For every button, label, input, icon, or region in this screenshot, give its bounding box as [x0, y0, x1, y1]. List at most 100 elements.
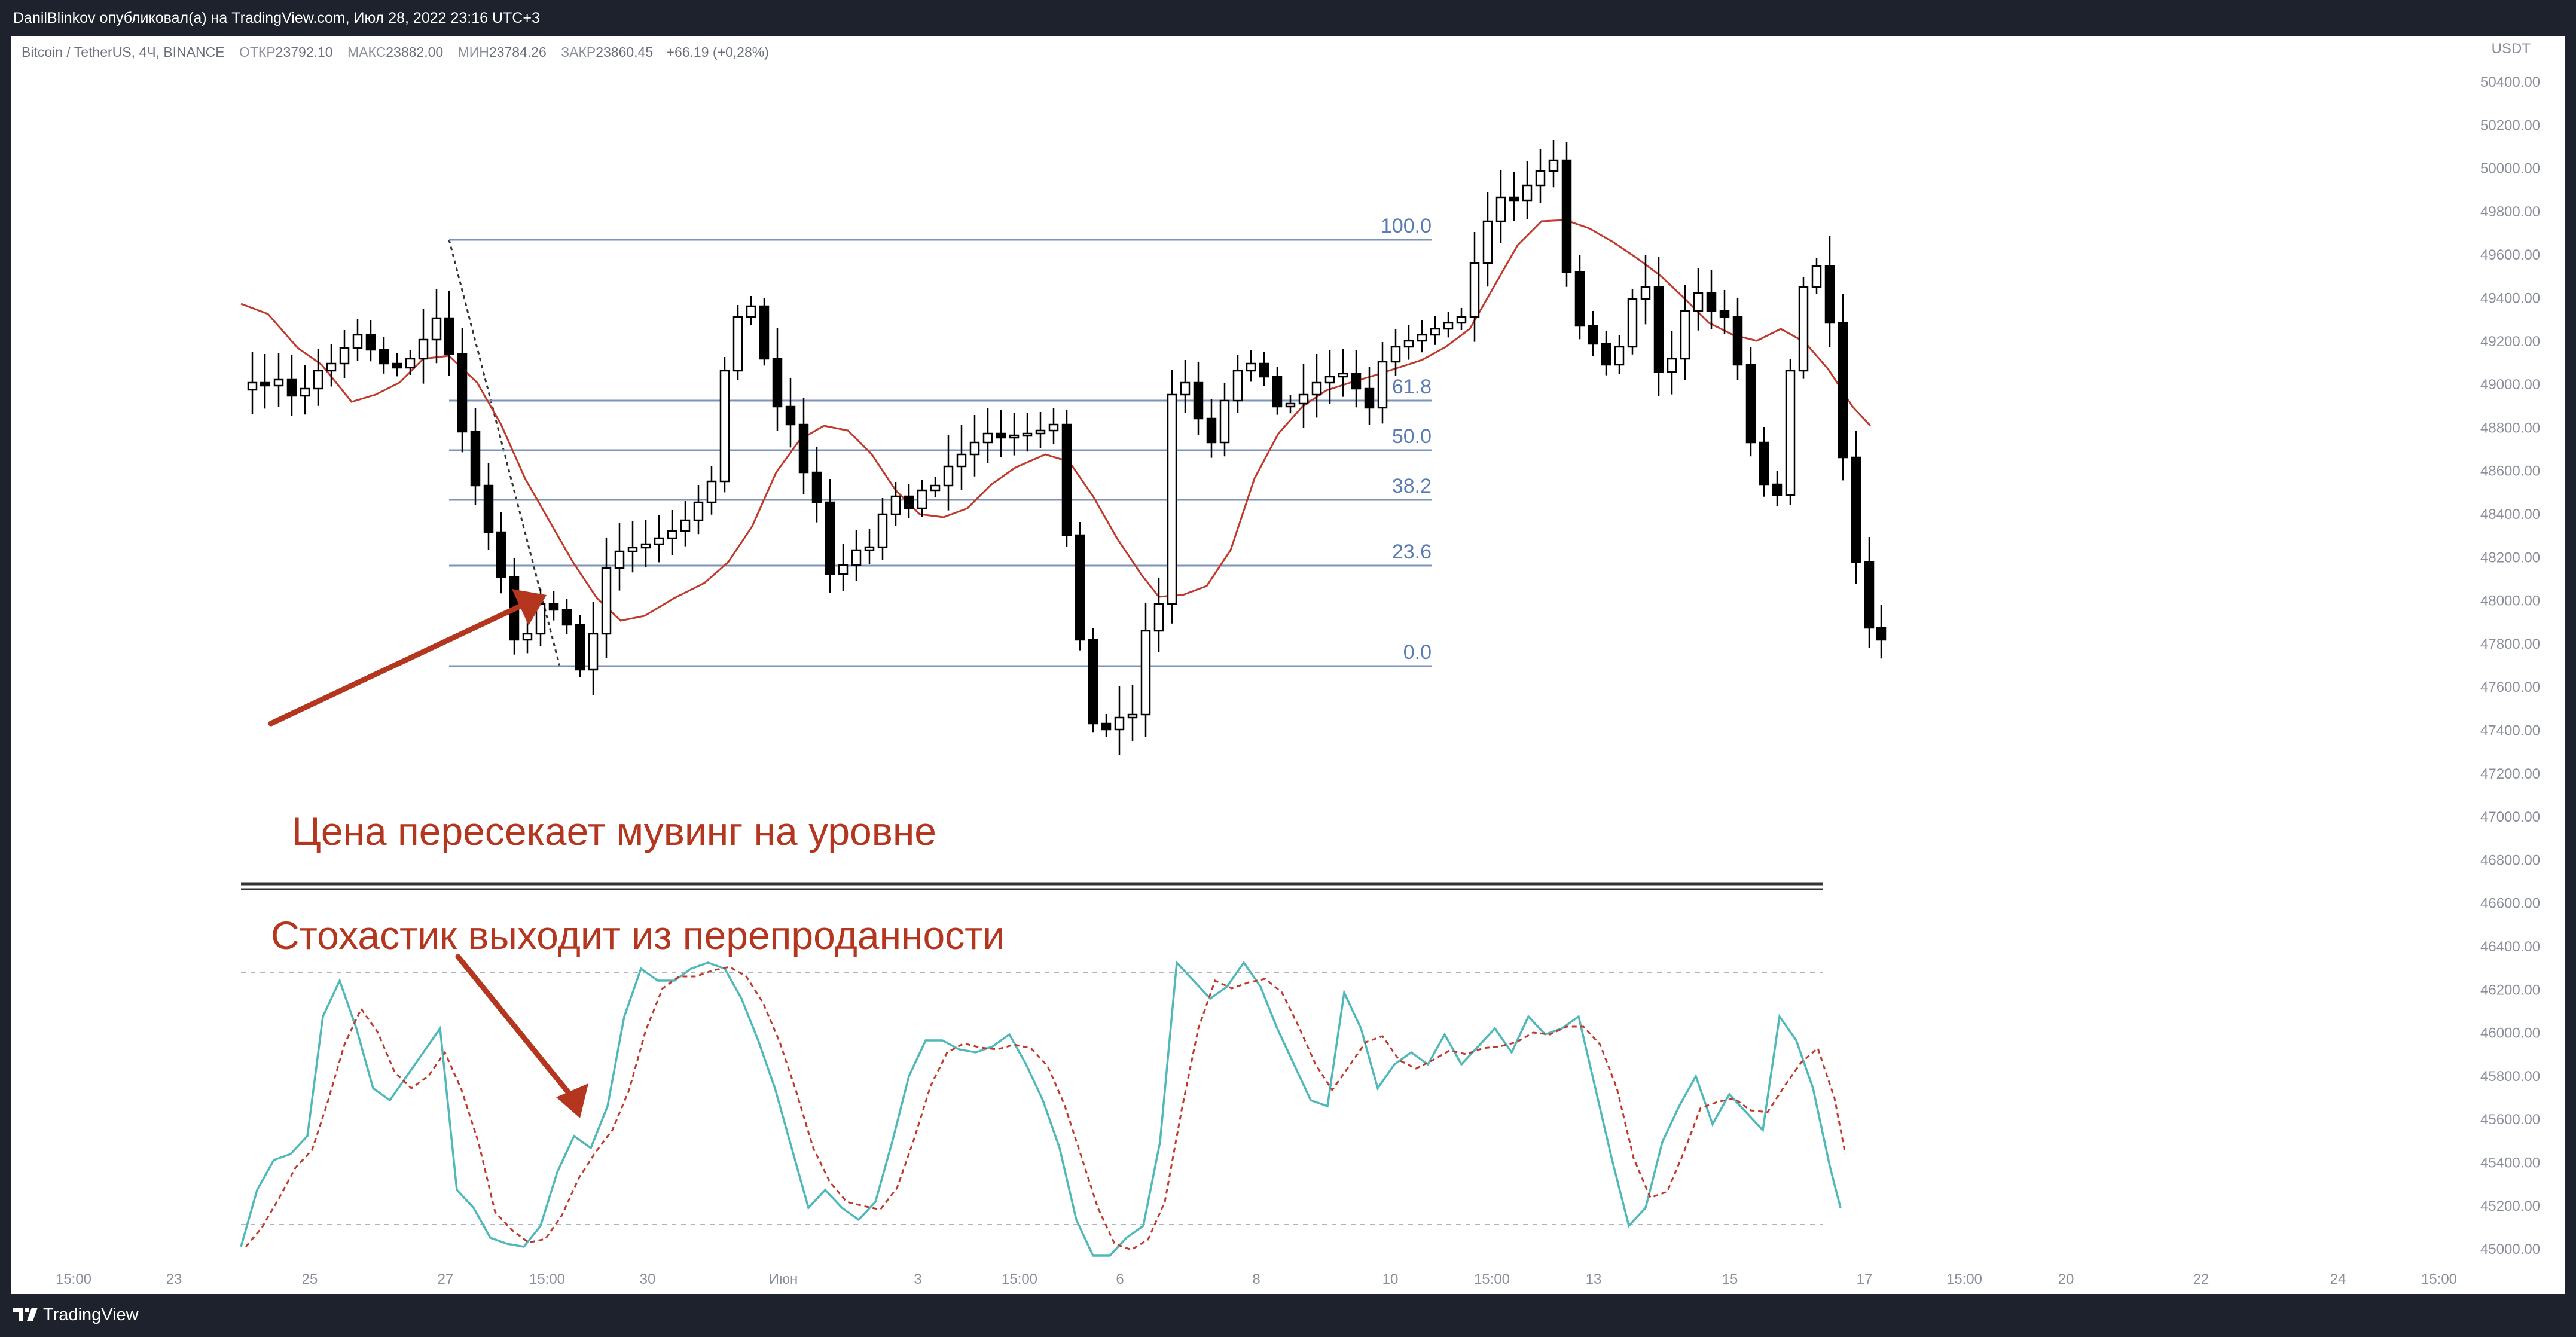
candle	[864, 546, 875, 551]
candle	[1167, 393, 1177, 605]
chart-panel[interactable]: 100.0 61.8 50.0 38.2 23.6 0.0 Цена пересекает…	[11, 36, 2565, 1294]
price-tick-label: 45200.00	[2480, 1198, 2540, 1214]
time-tick-label: 15:00	[56, 1271, 91, 1287]
symbol-legend[interactable]: Bitcoin / TetherUS, 4Ч, BINANCE ОТКР2379…	[22, 44, 769, 60]
candle	[1285, 402, 1296, 408]
candle	[1193, 381, 1204, 420]
price-tick-label: 47600.00	[2480, 679, 2540, 695]
time-tick-label: 15:00	[1002, 1271, 1037, 1287]
publish-header: DanilBlinkov опубликовал(а) на TradingVi…	[0, 0, 2576, 41]
price-tick-label: 46400.00	[2480, 939, 2540, 955]
stochastic-arrow-head	[556, 1083, 588, 1118]
candle	[588, 633, 599, 671]
price-tick-label: 46200.00	[2480, 982, 2540, 998]
candle	[1364, 387, 1375, 409]
low-value: 23784.26	[489, 44, 547, 60]
candle	[1048, 423, 1059, 432]
price-tick-label: 46600.00	[2480, 896, 2540, 912]
tradingview-brand[interactable]: TradingView	[43, 1305, 139, 1324]
candle	[904, 495, 914, 509]
symbol-name[interactable]: Bitcoin / TetherUS, 4Ч, BINANCE	[22, 44, 225, 60]
candle	[392, 362, 402, 369]
time-tick-label: 6	[1116, 1271, 1124, 1287]
candle	[339, 347, 350, 365]
stochastic-annotation: Стохастик выходит из перепроданности	[271, 913, 1005, 957]
price-tick-label: 45800.00	[2480, 1069, 2540, 1085]
time-tick-label: 23	[166, 1271, 182, 1287]
candle	[1798, 286, 1809, 372]
price-tick-label: 48400.00	[2480, 506, 2540, 523]
candle	[1640, 286, 1651, 300]
candle	[1482, 220, 1493, 264]
moving-average-line	[240, 219, 1872, 622]
candle	[1338, 373, 1348, 378]
candle	[379, 349, 389, 365]
price-arrow-head	[512, 589, 547, 625]
candle	[1548, 159, 1559, 172]
candle	[1719, 310, 1730, 318]
candle	[1219, 399, 1230, 444]
candle	[1232, 370, 1243, 402]
price-tick-label: 47000.00	[2480, 809, 2540, 825]
candle	[1522, 184, 1533, 202]
fib-level-label: 50.0	[1392, 425, 1432, 448]
candle	[300, 387, 310, 397]
candle	[1311, 381, 1322, 396]
candle	[601, 567, 612, 635]
candle	[706, 480, 717, 503]
candle	[1680, 310, 1690, 360]
fib-level-label: 38.2	[1392, 475, 1432, 497]
candle	[1351, 373, 1362, 390]
candle	[1561, 159, 1572, 273]
candle	[1745, 364, 1756, 444]
price-tick-label: 49600.00	[2480, 247, 2540, 263]
price-tick-label: 48200.00	[2480, 550, 2540, 566]
candle	[1272, 376, 1283, 408]
candle	[877, 513, 888, 548]
close-label: ЗАКР	[561, 44, 596, 60]
price-arrow	[268, 601, 528, 727]
price-tick-label: 48800.00	[2480, 420, 2540, 436]
price-annotation: Цена пересекает мувинг на уровне	[292, 809, 936, 853]
time-tick-label: 15:00	[2421, 1271, 2457, 1287]
candle	[917, 489, 927, 509]
candle	[956, 453, 967, 468]
low-label: МИН	[457, 44, 489, 60]
price-tick-label: 48000.00	[2480, 593, 2540, 609]
time-tick-label: 10	[1382, 1271, 1399, 1287]
candle	[1588, 325, 1598, 345]
candle	[627, 547, 638, 552]
price-tick-label: 45000.00	[2480, 1241, 2540, 1257]
price-tick-label: 47200.00	[2480, 766, 2540, 782]
time-tick-label: 13	[1586, 1271, 1602, 1287]
candle	[1324, 376, 1335, 384]
candle	[548, 603, 559, 611]
candle	[1785, 370, 1796, 496]
candle	[746, 305, 756, 318]
price-tick-label: 49400.00	[2480, 291, 2540, 307]
candle	[785, 405, 796, 426]
candle	[1653, 286, 1664, 373]
candle	[457, 353, 468, 433]
candle	[313, 370, 323, 390]
candle	[365, 334, 376, 351]
time-tick-label: 17	[1857, 1271, 1873, 1287]
price-tick-label: 50000.00	[2480, 161, 2540, 177]
candle	[1088, 639, 1098, 725]
candle	[1417, 334, 1427, 342]
candle	[1127, 713, 1138, 719]
candle	[614, 550, 625, 569]
candle	[1153, 603, 1164, 632]
candle	[273, 378, 284, 387]
time-tick-label: 20	[2058, 1271, 2074, 1287]
candle	[1772, 483, 1783, 496]
fib-level-label: 61.8	[1392, 376, 1432, 398]
candle	[1851, 456, 1861, 563]
candle	[1601, 343, 1611, 366]
price-tick-label: 46800.00	[2480, 852, 2540, 868]
price-and-stochastic-chart[interactable]: 100.0 61.8 50.0 38.2 23.6 0.0 Цена пересекает…	[11, 36, 2565, 1294]
tradingview-logo-icon[interactable]	[12, 1305, 41, 1323]
price-tick-label: 45600.00	[2480, 1112, 2540, 1128]
footer-bar: TradingView	[0, 1294, 2576, 1337]
candle	[1101, 722, 1112, 731]
